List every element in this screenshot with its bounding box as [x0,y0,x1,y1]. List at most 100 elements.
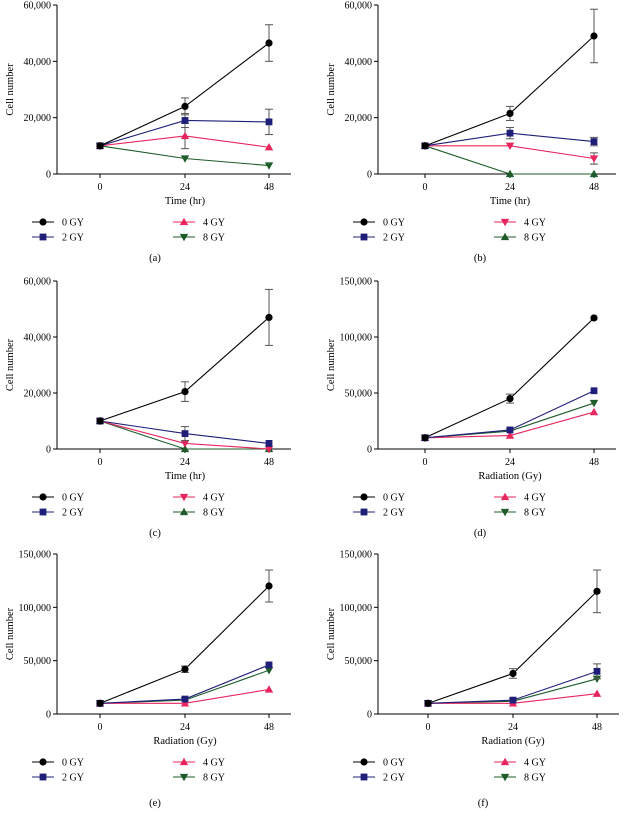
legend-marker [360,758,368,766]
y-axis-label: Cell number [5,338,16,391]
series-gy0 [96,569,273,707]
legend-entry-gy4: 4 GY [494,493,546,504]
x-tick-label: 48 [264,722,274,733]
data-point [181,430,189,437]
y-tick-label: 0 [46,710,51,721]
legend-entry-gy2: 2 GY [32,233,84,244]
y-tick-label: 60,000 [345,1,373,12]
legend-entry-gy2: 2 GY [32,773,84,784]
legend-label: 8 GY [203,233,225,244]
legend-label: 0 GY [383,758,405,769]
y-axis-label: Cell number [5,63,16,116]
y-axis-label: Cell number [326,607,337,660]
data-point [181,102,189,110]
panel-label: (c) [149,528,161,539]
legend-entry-gy0: 0 GY [32,758,84,769]
data-point [181,117,189,124]
legend-entry-gy8: 8 GY [173,508,225,519]
legend-label: 4 GY [203,493,225,504]
data-point [180,699,190,707]
y-tick-label: 40,000 [345,57,373,68]
data-point [590,32,598,40]
data-point [181,665,189,673]
y-tick-label: 0 [46,445,51,456]
data-point [592,689,602,697]
chart-panel-e: 0 50,000 100,000 150,000 0 24 48 Cell number Rad… [5,550,291,809]
legend-entry-gy4: 4 GY [173,758,225,769]
x-tick-label: 0 [423,457,428,468]
x-tick-label: 48 [589,457,599,468]
legend-entry-gy8: 8 GY [494,773,546,784]
legend-entry-gy0: 0 GY [32,218,84,229]
data-point [424,699,432,707]
legend-entry-gy0: 0 GY [353,493,405,504]
legend-marker [39,493,47,501]
legend-marker [39,508,47,516]
legend-label: 2 GY [383,508,405,519]
data-point [265,582,273,590]
legend-marker [500,232,510,241]
y-tick-label: 50,000 [345,389,373,400]
legend-label: 8 GY [203,773,225,784]
x-tick-label: 24 [180,722,190,733]
legend-entry-gy0: 0 GY [353,218,405,229]
y-tick-label: 150,000 [340,277,373,288]
data-point [590,314,598,322]
x-tick-label: 0 [98,457,103,468]
data-point [505,431,515,439]
data-point [505,142,515,151]
legend-label: 0 GY [383,493,405,504]
legend-label: 0 GY [383,218,405,229]
legend-marker [500,492,510,501]
panel-label: (e) [149,798,161,809]
data-point [421,142,429,150]
legend-marker [360,233,368,241]
legend-entry-gy2: 2 GY [353,773,405,784]
legend-marker [500,773,510,782]
y-tick-label: 50,000 [24,656,52,667]
data-point [590,138,598,146]
x-tick-label: 0 [423,182,428,193]
legend-entry-gy0: 0 GY [32,493,84,504]
x-tick-label: 24 [505,457,515,468]
legend-entry-gy8: 8 GY [173,773,225,784]
x-tick-label: 24 [180,182,190,193]
legend-label: 8 GY [524,773,546,784]
chart-panel-a: 0 20,000 40,000 60,000 0 24 48 Cell number Time … [5,1,291,264]
legend-marker [179,507,189,516]
legend-marker [39,218,47,226]
legend-marker [179,757,189,766]
legend-label: 8 GY [203,508,225,519]
y-tick-label: 40,000 [24,57,52,68]
data-point [505,169,515,178]
series-line [424,145,594,175]
chart-panel-b: 0 20,000 40,000 60,000 0 24 48 Cell number Time … [326,1,616,264]
data-point [506,395,514,403]
data-point [180,440,190,448]
legend-entry-gy8: 8 GY [173,233,225,244]
y-tick-label: 60,000 [24,277,52,288]
x-axis-label: Radiation (Gy) [153,736,217,747]
legend-marker [360,218,368,226]
chart-panel-d: 0 50,000 100,000 150,000 0 24 48 Cell number Rad… [326,277,616,539]
data-point [593,587,601,595]
series-line [424,317,595,439]
data-point [509,669,517,678]
data-point [265,39,273,47]
data-point [264,445,274,454]
data-point [96,699,104,707]
x-tick-label: 48 [589,182,599,193]
series-gy0 [424,569,601,707]
data-point [264,685,274,693]
legend-label: 0 GY [62,218,84,229]
legend-label: 8 GY [524,508,546,519]
panel-label: (a) [149,253,161,264]
data-point [265,440,273,447]
y-axis-label: Cell number [326,63,337,116]
series-line [427,590,598,704]
legend-entry-gy4: 4 GY [173,218,225,229]
data-point [589,407,599,416]
y-tick-label: 20,000 [24,113,52,124]
legend-label: 4 GY [203,758,225,769]
